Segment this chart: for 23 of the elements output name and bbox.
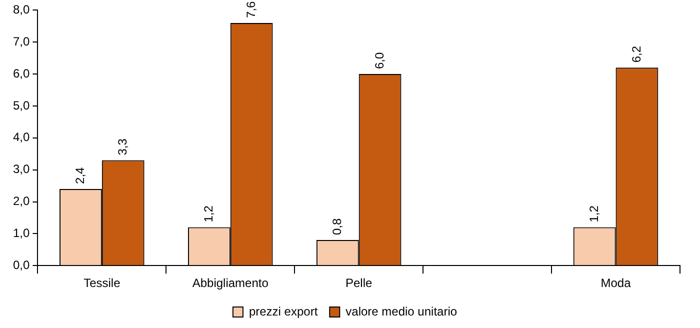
x-tick-label: Moda bbox=[600, 276, 632, 290]
x-tick-label: Abbigliamento bbox=[192, 276, 269, 290]
y-tick-label: 5,0 bbox=[12, 98, 30, 112]
y-tick-label: 0,0 bbox=[12, 258, 30, 272]
y-tick-label: 6,0 bbox=[12, 66, 30, 80]
legend-label: prezzi export bbox=[248, 304, 318, 318]
y-tick-label: 4,0 bbox=[12, 130, 30, 144]
y-tick-label: 2,0 bbox=[12, 194, 30, 208]
data-label: 6,2 bbox=[629, 46, 644, 63]
x-tick-label: Tessile bbox=[84, 276, 121, 290]
y-tick-label: 7,0 bbox=[12, 34, 30, 48]
data-label: 1,2 bbox=[201, 205, 216, 222]
legend-label: valore medio unitario bbox=[346, 304, 458, 318]
data-label: 2,4 bbox=[73, 166, 88, 184]
data-label: 6,0 bbox=[372, 52, 386, 70]
data-label: 1,2 bbox=[586, 205, 601, 222]
data-label: 0,8 bbox=[330, 218, 344, 236]
y-tick-label: 8,0 bbox=[12, 2, 30, 17]
y-tick-label: 1,0 bbox=[12, 226, 30, 240]
x-tick-label: Pelle bbox=[345, 276, 373, 290]
data-label: 3,3 bbox=[115, 138, 130, 156]
y-tick-label: 3,0 bbox=[12, 162, 30, 176]
data-label: 7,6 bbox=[244, 0, 258, 18]
